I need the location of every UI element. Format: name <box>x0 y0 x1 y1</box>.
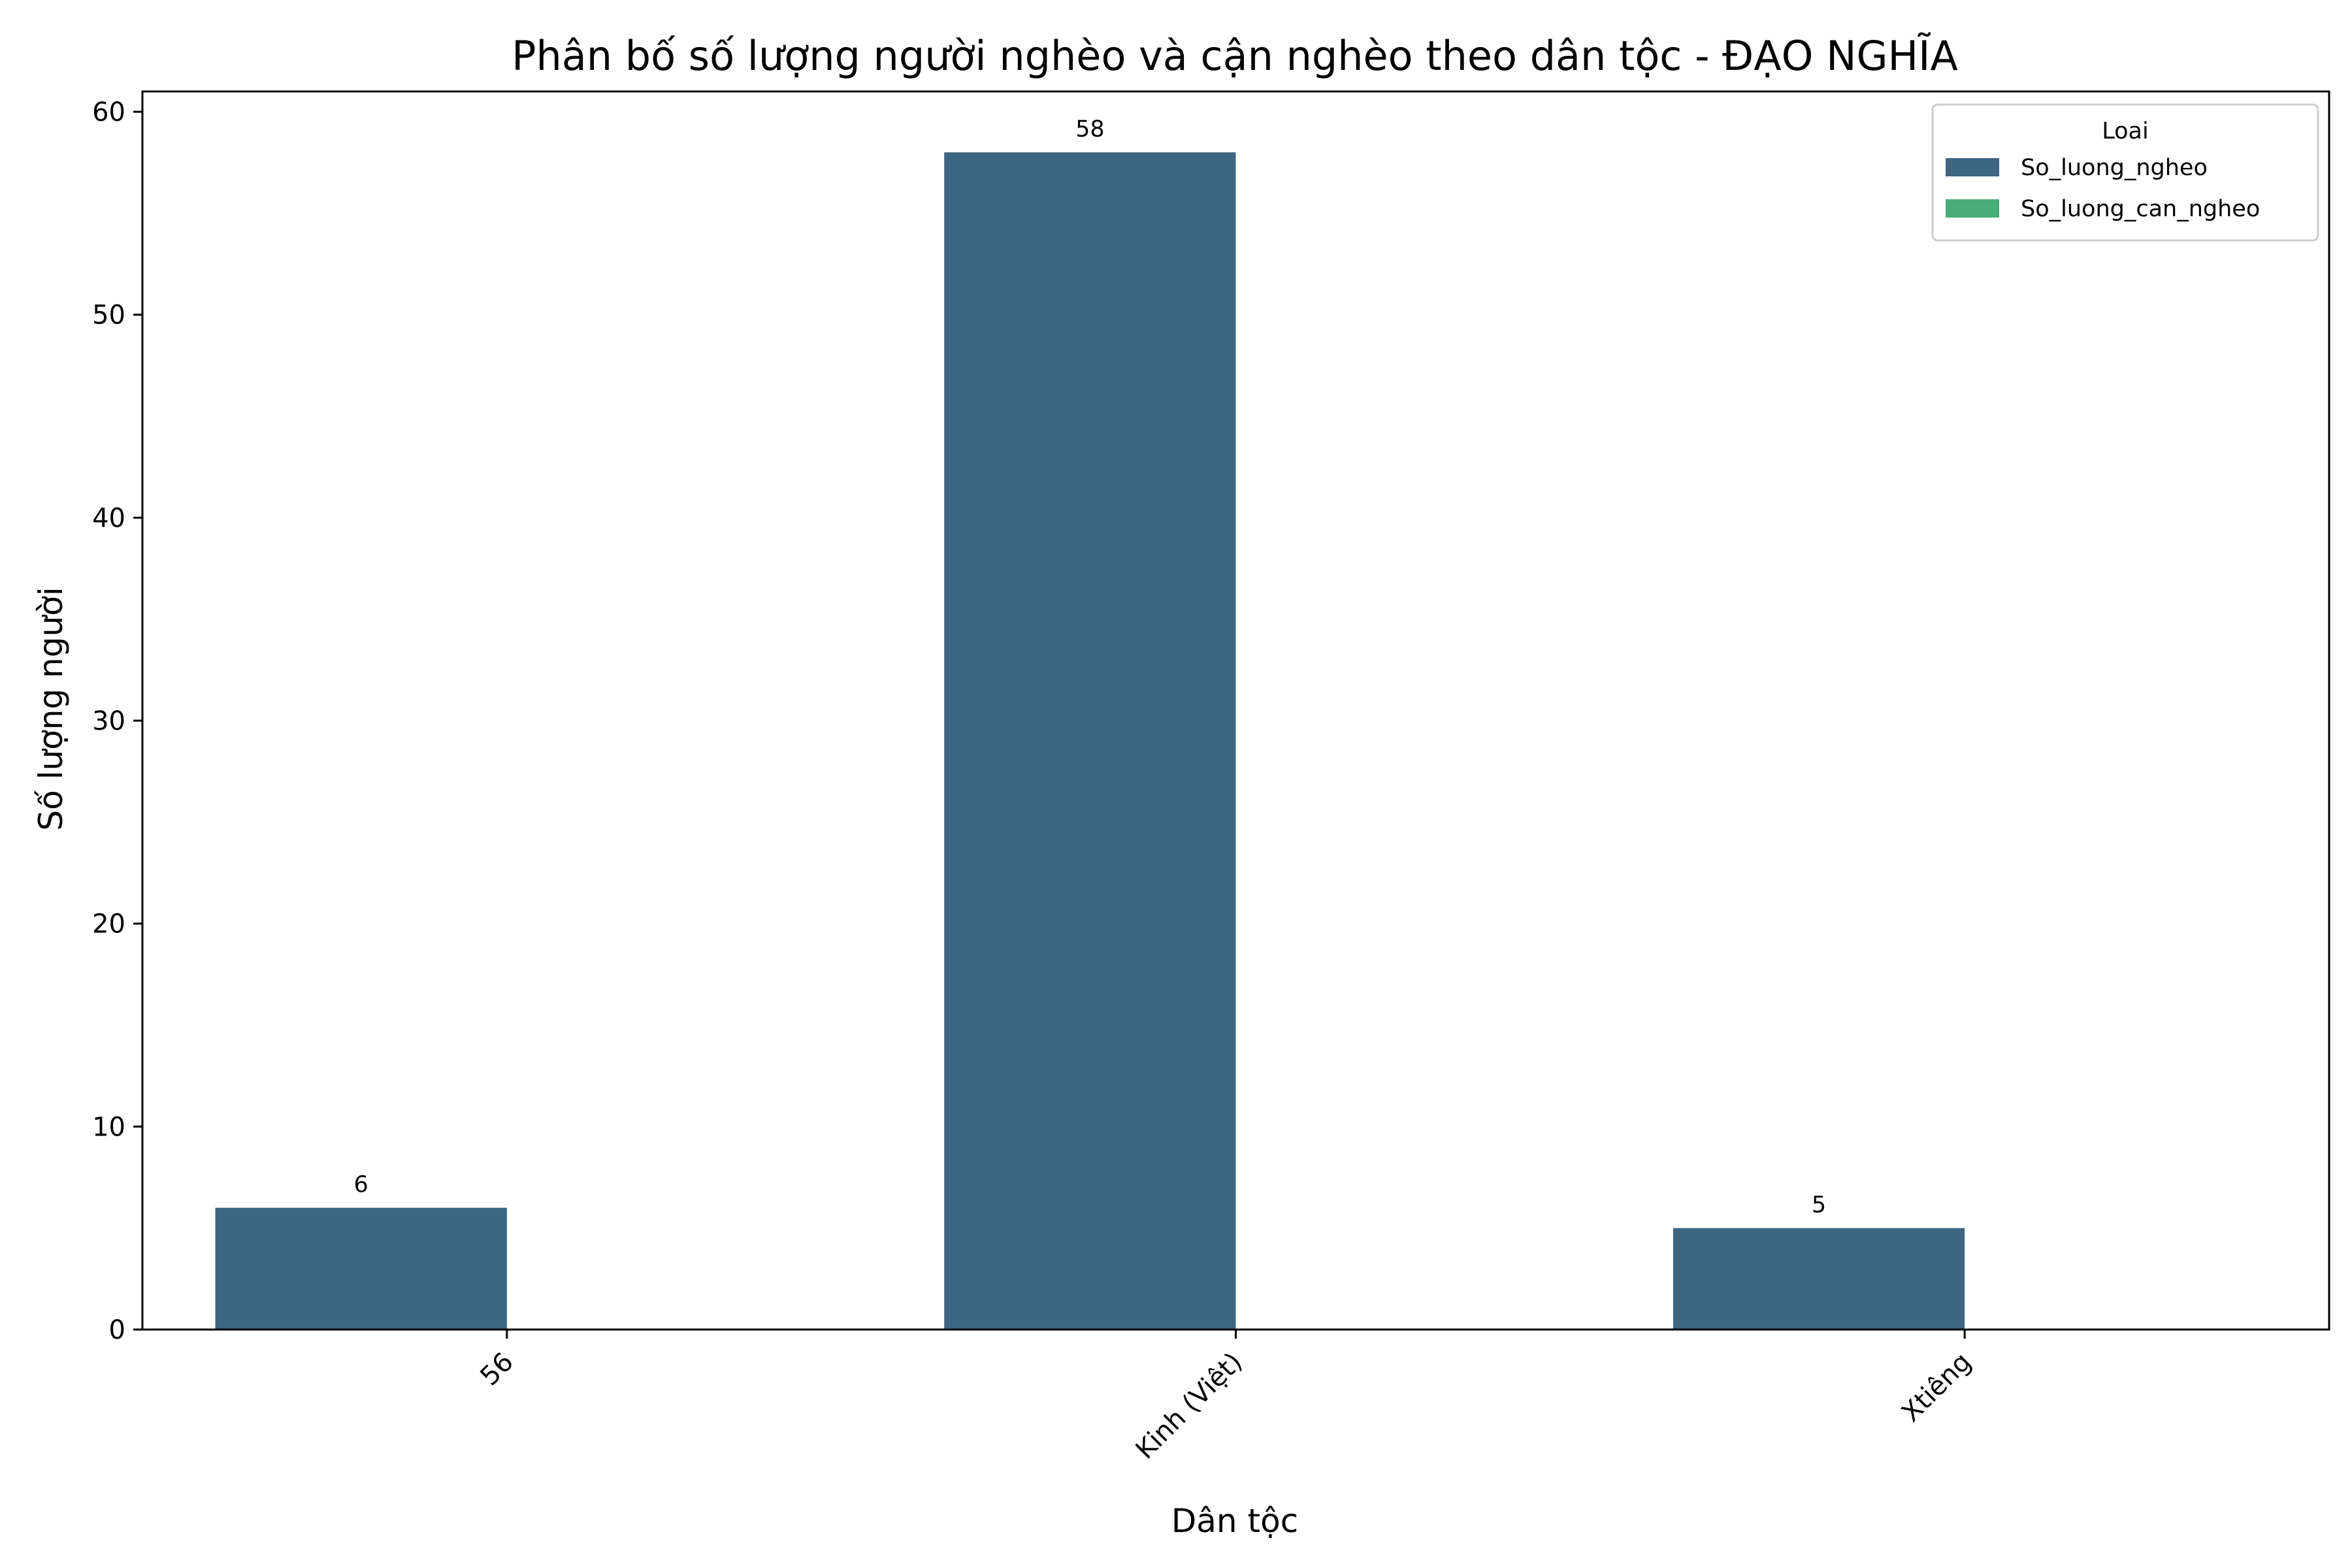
legend: Loai So_luong_ngheo So_luong_can_ngheo <box>1931 103 2319 242</box>
x-tick-label: Xtiêng <box>1896 1347 1977 1428</box>
x-axis-label: Dân tộc <box>1171 1502 1298 1540</box>
y-tick-label: 30 <box>92 706 125 736</box>
legend-title: Loai <box>2102 118 2148 144</box>
legend-box <box>1931 103 2319 242</box>
y-tick-label: 0 <box>109 1315 125 1345</box>
bar-So_luong_ngheo-1 <box>944 152 1236 1330</box>
x-tick-label: Kinh (Việt) <box>1130 1347 1249 1465</box>
data-label: 5 <box>1812 1192 1826 1218</box>
y-tick-label: 60 <box>92 97 125 127</box>
legend-entry: So_luong_ngheo <box>2021 155 2208 181</box>
chart-title: Phân bố số lượng người nghèo và cận nghè… <box>512 32 1958 80</box>
y-tick-label: 40 <box>92 503 125 533</box>
y-axis-label: Số lượng người <box>32 587 70 830</box>
legend-entry: So_luong_can_ngheo <box>2021 196 2260 222</box>
data-label: 58 <box>1075 116 1105 142</box>
legend-swatch-So_luong_can_ngheo <box>1946 199 1999 218</box>
y-tick-label: 50 <box>92 301 125 331</box>
data-label: 6 <box>354 1172 368 1198</box>
bar-So_luong_ngheo-2 <box>1673 1228 1965 1330</box>
y-tick-label: 10 <box>92 1112 125 1142</box>
x-tick-label: 56 <box>474 1347 519 1392</box>
y-tick-label: 20 <box>92 909 125 939</box>
legend-swatch-So_luong_ngheo <box>1946 158 1999 176</box>
bar-So_luong_ngheo-0 <box>215 1207 507 1330</box>
